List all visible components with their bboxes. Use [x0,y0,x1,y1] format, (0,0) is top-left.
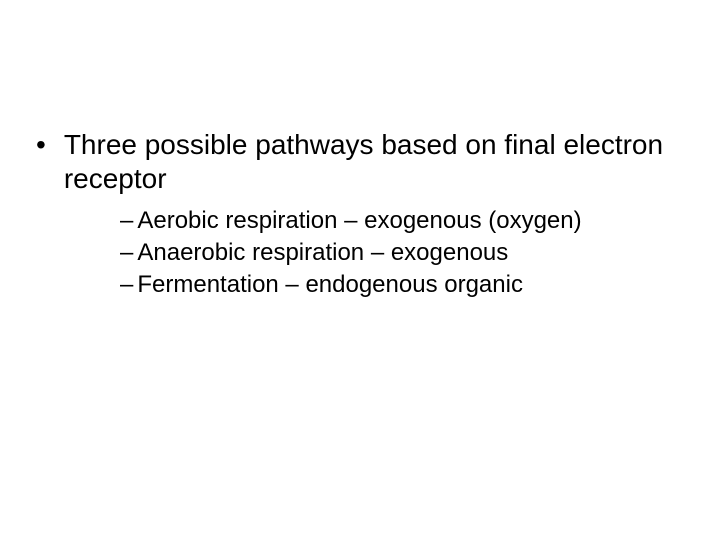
list-item: – Aerobic respiration – exogenous (oxyge… [120,206,690,236]
sub-item-text: Aerobic respiration – exogenous (oxygen) [137,206,581,236]
list-item: – Fermentation – endogenous organic [120,270,690,300]
dash-icon: – [120,238,133,268]
main-bullet-text: Three possible pathways based on final e… [64,128,690,196]
dash-icon: – [120,206,133,236]
sub-list: – Aerobic respiration – exogenous (oxyge… [120,206,690,300]
slide-content: • Three possible pathways based on final… [30,128,690,302]
main-bullet: • Three possible pathways based on final… [30,128,690,196]
sub-item-text: Anaerobic respiration – exogenous [137,238,508,268]
bullet-marker: • [36,128,46,162]
dash-icon: – [120,270,133,300]
list-item: – Anaerobic respiration – exogenous [120,238,690,268]
sub-item-text: Fermentation – endogenous organic [137,270,523,300]
